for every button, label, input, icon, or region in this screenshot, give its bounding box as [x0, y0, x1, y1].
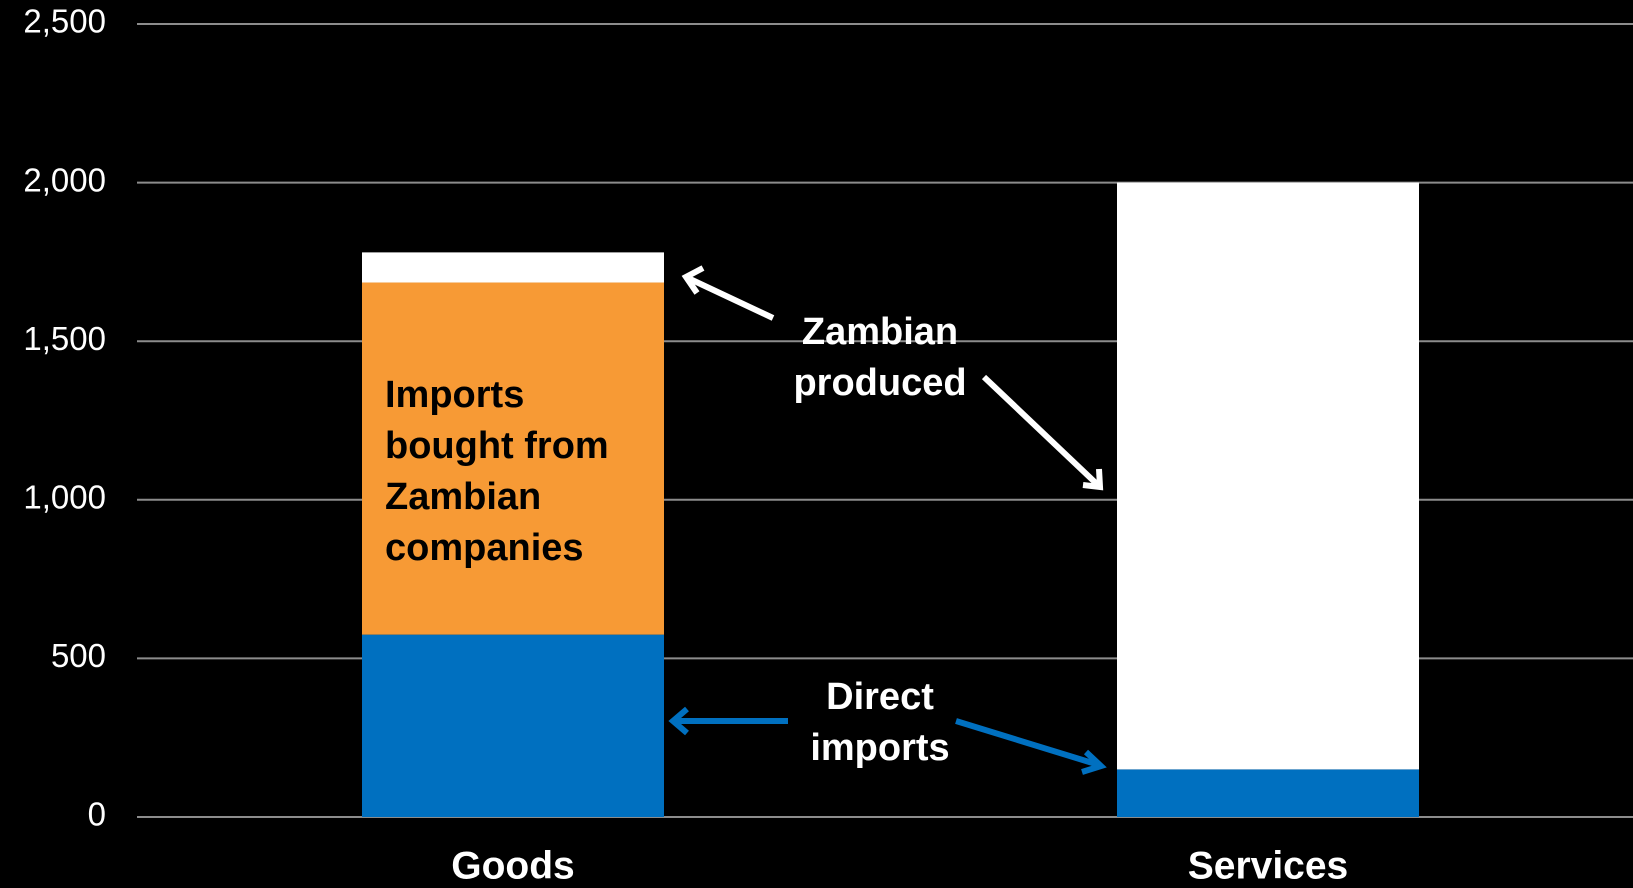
- x-tick-label: Goods: [451, 844, 575, 887]
- y-tick-label: 0: [88, 796, 106, 833]
- arrow-head: [668, 706, 689, 736]
- arrow-head: [1082, 468, 1104, 491]
- annotation: Zambian produced: [793, 311, 967, 404]
- bar-segment: [362, 634, 664, 817]
- bar-segment: [1117, 769, 1419, 817]
- arrow: [955, 718, 1100, 768]
- y-tick-label: 1,000: [23, 479, 106, 516]
- bar-segment: [362, 282, 664, 635]
- y-tick-label: 500: [51, 637, 106, 674]
- arrow: [981, 374, 1103, 490]
- arrow-head: [681, 265, 705, 295]
- arrows: [668, 265, 1107, 775]
- arrow-head: [1081, 749, 1107, 775]
- arrow: [688, 276, 775, 321]
- y-tick-label: 2,000: [23, 161, 106, 198]
- y-tick-label: 2,500: [23, 3, 106, 40]
- annotation: Direct imports: [810, 676, 950, 769]
- marks: 0 500 1,000 1,500 2,000 2,500 Goods Services: [23, 3, 1633, 887]
- bar-segment: [362, 252, 664, 283]
- bar-segment: [1117, 182, 1419, 770]
- y-tick-label: 1,500: [23, 320, 106, 357]
- x-tick-label: Services: [1188, 844, 1348, 887]
- annotation: Imports bought from Zambian companies: [385, 374, 609, 569]
